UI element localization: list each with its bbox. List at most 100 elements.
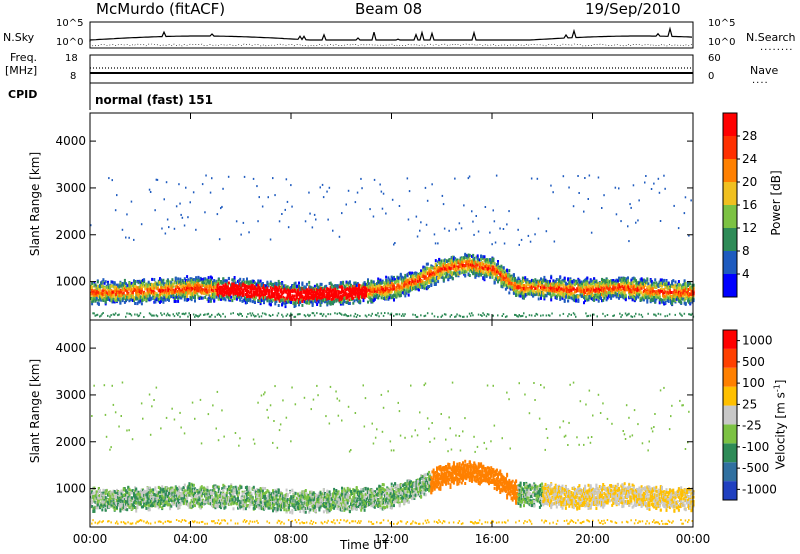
data-cell	[325, 315, 327, 318]
data-cell	[255, 283, 258, 287]
data-cell	[168, 226, 170, 229]
data-cell	[281, 303, 284, 307]
data-cell	[182, 312, 185, 315]
data-cell	[483, 267, 486, 271]
data-cell	[402, 280, 405, 284]
data-cell	[438, 266, 441, 269]
data-cell	[345, 288, 348, 291]
data-cell	[423, 276, 426, 280]
data-cell	[104, 289, 107, 293]
data-cell	[180, 289, 183, 293]
data-cell	[328, 289, 331, 293]
data-cell	[321, 314, 324, 317]
data-cell	[183, 224, 186, 227]
data-cell	[324, 298, 326, 302]
data-cell	[207, 284, 210, 288]
data-cell	[268, 282, 271, 286]
data-cell	[374, 283, 377, 287]
data-cell	[194, 290, 196, 294]
data-cell	[284, 208, 286, 211]
data-cell	[372, 299, 375, 303]
data-cell	[316, 292, 319, 296]
data-cell	[113, 285, 116, 289]
data-cell	[478, 258, 481, 262]
data-cell	[327, 296, 330, 300]
data-cell	[593, 288, 596, 292]
data-cell	[346, 301, 349, 304]
data-cell	[125, 296, 127, 299]
data-cell	[224, 279, 227, 283]
data-cell	[289, 290, 291, 294]
data-cell	[221, 281, 224, 285]
data-cell	[304, 286, 307, 290]
data-cell	[538, 279, 541, 283]
data-cell	[179, 289, 182, 293]
data-cell	[114, 312, 117, 315]
data-cell	[109, 286, 112, 290]
data-cell	[153, 300, 156, 304]
data-cell	[501, 270, 504, 273]
data-cell	[287, 286, 290, 290]
data-cell	[559, 292, 562, 296]
data-cell	[128, 236, 130, 239]
data-cell	[503, 281, 506, 285]
data-cell	[159, 295, 161, 299]
data-cell	[421, 273, 424, 277]
data-cell	[107, 282, 109, 286]
data-cell	[218, 281, 221, 285]
data-cell	[458, 262, 461, 266]
data-cell	[129, 298, 132, 302]
data-cell	[587, 287, 590, 291]
data-cell	[149, 287, 152, 291]
data-cell	[397, 284, 400, 288]
data-cell	[406, 284, 409, 288]
data-cell	[311, 312, 314, 315]
data-cell	[313, 299, 316, 303]
data-cell	[465, 259, 468, 263]
data-cell	[359, 299, 362, 303]
data-cell	[233, 282, 236, 286]
data-cell	[294, 290, 297, 293]
data-cell	[379, 284, 382, 288]
data-cell	[315, 218, 317, 221]
data-cell	[515, 314, 517, 316]
data-cell	[405, 291, 408, 295]
data-cell	[237, 313, 239, 316]
data-cell	[241, 289, 244, 293]
data-cell	[482, 270, 485, 274]
data-cell	[426, 276, 429, 280]
data-cell	[535, 280, 538, 284]
data-cell	[452, 259, 455, 263]
data-cell	[533, 288, 536, 292]
data-cell	[527, 282, 530, 286]
data-cell	[525, 287, 528, 291]
data-cell	[224, 284, 227, 287]
data-cell	[399, 277, 402, 281]
data-cell	[217, 294, 220, 297]
data-cell	[519, 280, 522, 284]
data-cell	[480, 314, 482, 316]
data-cell	[360, 295, 363, 299]
data-cell	[328, 282, 331, 285]
data-cell	[177, 286, 180, 290]
data-cell	[514, 276, 516, 280]
data-cell	[356, 314, 359, 317]
data-cell	[343, 300, 346, 304]
data-cell	[497, 277, 499, 281]
data-cell	[417, 288, 420, 292]
data-cell	[249, 280, 252, 284]
data-cell	[543, 275, 546, 279]
data-cell	[422, 270, 425, 274]
data-cell	[460, 271, 463, 275]
data-cell	[389, 286, 392, 290]
data-cell	[154, 284, 157, 287]
data-cell	[350, 297, 352, 301]
data-cell	[166, 312, 169, 315]
data-cell	[431, 272, 434, 276]
data-cell	[484, 259, 487, 263]
data-cell	[267, 294, 270, 298]
data-cell	[165, 291, 168, 295]
data-cell	[227, 281, 230, 285]
data-cell	[371, 284, 374, 288]
data-cell	[220, 297, 222, 301]
